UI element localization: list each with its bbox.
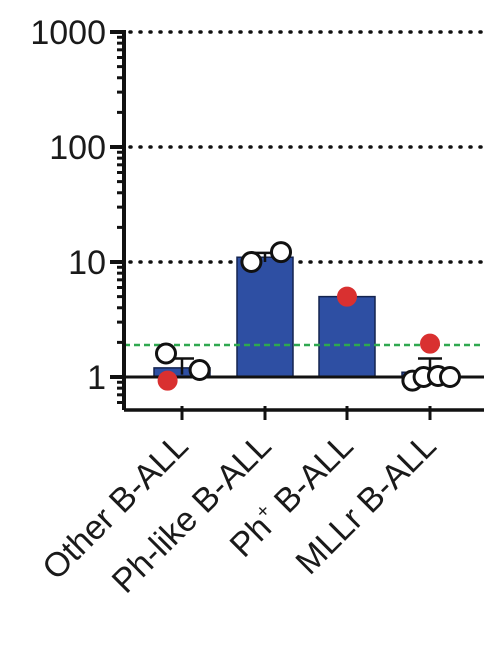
data-point-filled [157, 370, 178, 391]
data-point-open [155, 342, 177, 365]
data-point-open [439, 366, 461, 388]
data-point-filled [420, 333, 440, 354]
y-tick-label: 100 [49, 129, 106, 167]
y-tick-label: 10 [68, 244, 106, 282]
bar [236, 256, 294, 378]
data-point-open [188, 359, 211, 382]
data-point-open [240, 251, 263, 273]
error-bars [170, 251, 442, 380]
data-point-filled [337, 286, 357, 307]
y-axis [110, 30, 484, 420]
bar [318, 295, 376, 378]
gridlines [128, 30, 486, 264]
data-points [155, 241, 461, 392]
y-tick-labels: 1 10 100 1000 [30, 14, 106, 397]
y-tick-label: 1 [87, 359, 106, 397]
y-tick-label: 1000 [30, 14, 106, 52]
data-point-open [270, 241, 292, 264]
